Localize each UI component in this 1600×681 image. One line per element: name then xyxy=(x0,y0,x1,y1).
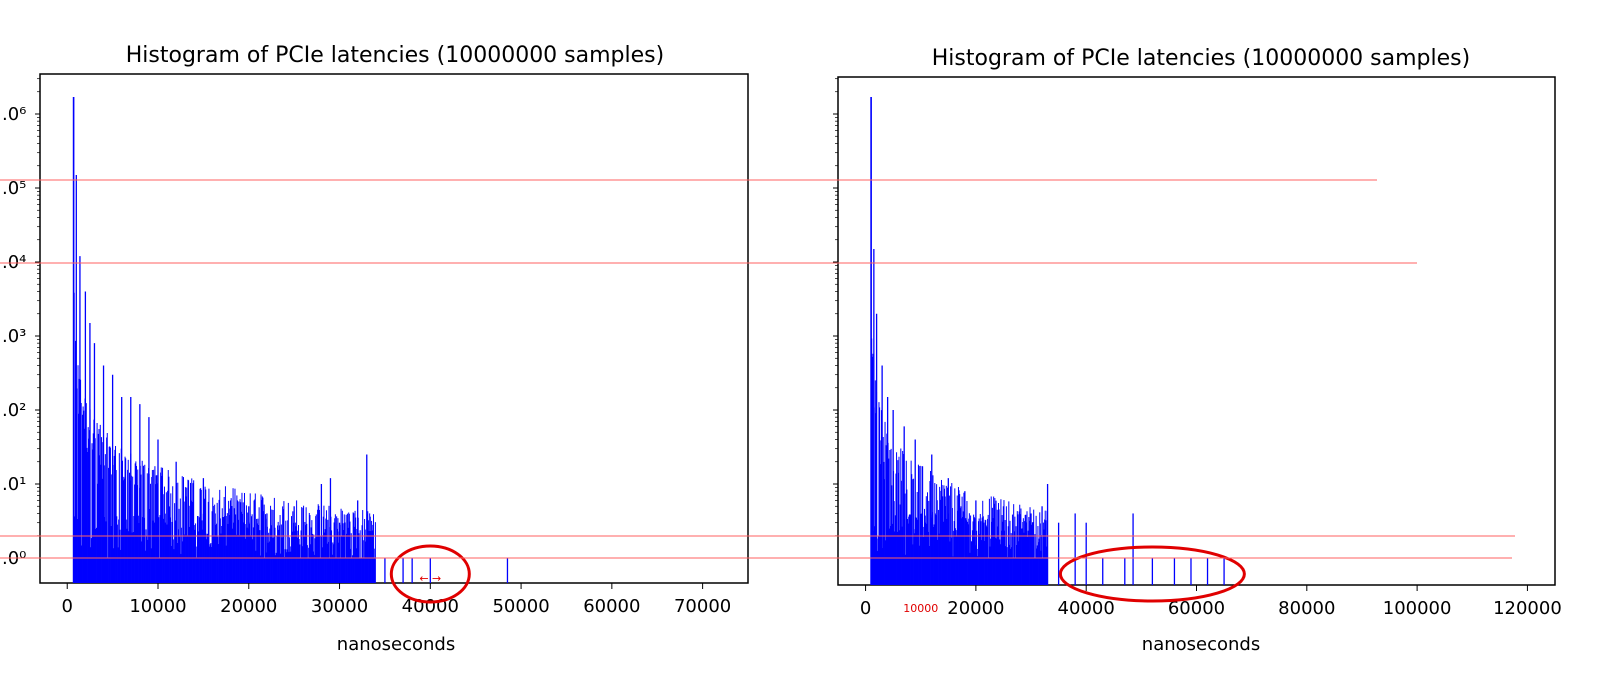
x-axis-label-left: nanoseconds xyxy=(337,634,455,655)
y-axis-left: .0⁰.0¹.0².0³.0⁴.0⁵.0⁶ xyxy=(2,78,40,569)
x-tick-label: 40000 xyxy=(1058,598,1115,619)
x-axis-right: 0 20000 40000 60000 80000 100000 120000 xyxy=(860,585,1562,619)
chart-title-right: Histogram of PCIe latencies (10000000 sa… xyxy=(932,46,1470,71)
x-tick-label: 60000 xyxy=(1168,598,1225,619)
histogram-chart-right: Histogram of PCIe latencies (10000000 sa… xyxy=(833,46,1562,655)
y-tick-label: .0⁵ xyxy=(2,178,26,199)
x-axis-left: 0 10000 20000 30000 40000 50000 60000 70000 xyxy=(62,583,731,617)
handwritten-note: 10000 xyxy=(903,602,938,615)
red-ellipse-annotation xyxy=(389,544,471,604)
x-tick-label: 60000 xyxy=(583,596,640,617)
x-tick-label: 20000 xyxy=(947,598,1004,619)
x-tick-label: 120000 xyxy=(1493,598,1562,619)
x-tick-label: 70000 xyxy=(674,596,731,617)
x-tick-label: 0 xyxy=(860,598,871,619)
x-tick-label: 10000 xyxy=(129,596,186,617)
x-tick-label: 100000 xyxy=(1383,598,1452,619)
y-tick-label: .0³ xyxy=(2,326,26,347)
x-tick-label: 20000 xyxy=(220,596,277,617)
y-tick-label: .0² xyxy=(2,400,26,421)
x-tick-label: 30000 xyxy=(311,596,368,617)
plot-frame-left xyxy=(39,73,749,584)
handwritten-note: ← → xyxy=(419,572,441,585)
red-annotation-overlay xyxy=(0,179,1515,559)
x-tick-label: 80000 xyxy=(1278,598,1335,619)
histogram-bars-left xyxy=(72,96,509,583)
chart-title-left: Histogram of PCIe latencies (10000000 sa… xyxy=(126,43,664,68)
histogram-bars-right xyxy=(870,96,1225,585)
x-tick-label: 0 xyxy=(62,596,73,617)
red-ellipse-annotation xyxy=(1058,545,1246,603)
histogram-chart-left: Histogram of PCIe latencies (10000000 sa… xyxy=(2,43,749,655)
x-tick-label: 50000 xyxy=(492,596,549,617)
x-axis-label-right: nanoseconds xyxy=(1142,634,1260,655)
y-tick-label: .0¹ xyxy=(2,474,26,495)
y-tick-label: .0⁶ xyxy=(2,104,26,125)
